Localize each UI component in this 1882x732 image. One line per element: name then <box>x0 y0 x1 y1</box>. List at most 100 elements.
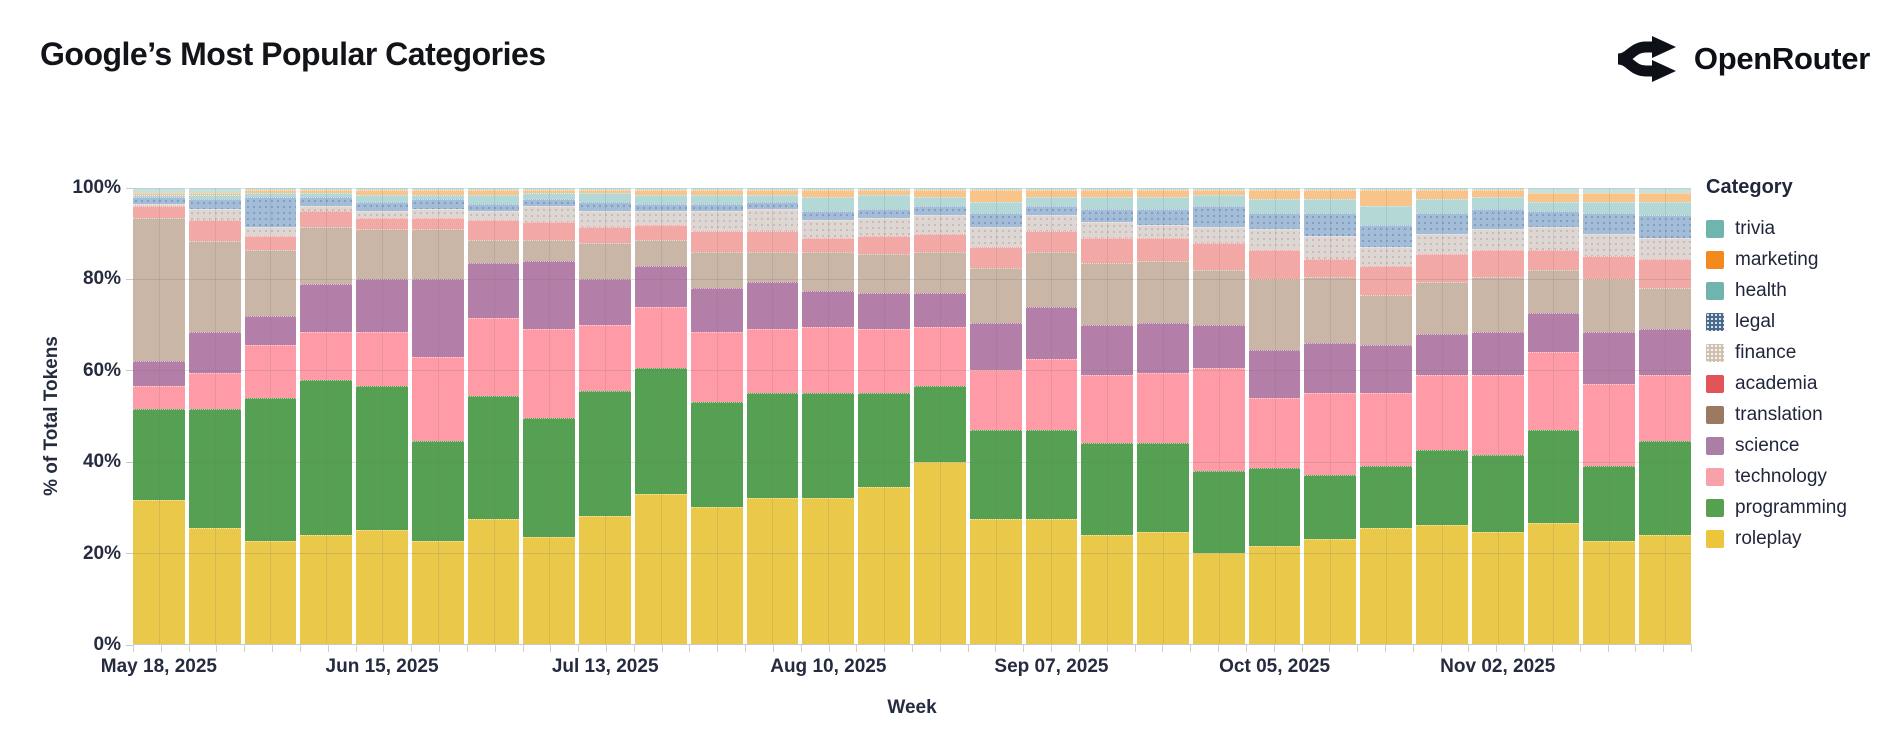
bar-segment-science[interactable] <box>1025 306 1078 360</box>
bar-segment-health[interactable] <box>411 194 464 200</box>
bar-segment-roleplay[interactable] <box>1192 552 1245 644</box>
bar-segment-health[interactable] <box>1583 201 1636 214</box>
bar-segment-trivia[interactable] <box>1471 188 1524 191</box>
bar-segment-technology[interactable] <box>1192 368 1245 471</box>
bar-segment-legal[interactable] <box>635 204 687 211</box>
bar-segment-science[interactable] <box>690 288 743 332</box>
bar-segment-marketing[interactable] <box>635 190 687 195</box>
bar-segment-legal[interactable] <box>1639 215 1691 239</box>
bar-segment-translation[interactable] <box>1192 270 1245 325</box>
bar-segment-finance[interactable] <box>579 210 632 227</box>
bar-segment-academia[interactable] <box>969 247 1022 268</box>
bar-segment-trivia[interactable] <box>1304 188 1357 191</box>
bar-segment-science[interactable] <box>746 281 799 330</box>
bar-segment-finance[interactable] <box>356 210 408 218</box>
bar-segment-trivia[interactable] <box>1025 188 1078 191</box>
bar-segment-finance[interactable] <box>1248 229 1301 250</box>
bar-segment-finance[interactable] <box>1360 247 1412 266</box>
bar-segment-science[interactable] <box>1304 343 1357 394</box>
bar-segment-technology[interactable] <box>467 317 520 396</box>
bar-segment-translation[interactable] <box>1415 281 1468 334</box>
bar-segment-marketing[interactable] <box>411 190 464 195</box>
bar-segment-health[interactable] <box>523 192 576 200</box>
bar-segment-health[interactable] <box>1415 199 1468 214</box>
bar-segment-translation[interactable] <box>523 240 576 261</box>
bar-segment-academia[interactable] <box>1360 265 1412 296</box>
bar-segment-finance[interactable] <box>1583 233 1636 257</box>
bar-segment-trivia[interactable] <box>1415 188 1468 191</box>
legend-item-science[interactable]: science <box>1706 430 1876 461</box>
bar-segment-roleplay[interactable] <box>133 500 185 644</box>
bar-segment-programming[interactable] <box>244 397 297 542</box>
bar-segment-trivia[interactable] <box>1137 188 1189 191</box>
bar-segment-roleplay[interactable] <box>913 461 966 644</box>
bar-segment-science[interactable] <box>1583 331 1636 385</box>
bar-segment-translation[interactable] <box>1081 263 1134 325</box>
bar-segment-technology[interactable] <box>802 327 855 394</box>
bar-segment-health[interactable] <box>913 197 966 207</box>
bar-segment-technology[interactable] <box>1137 372 1189 444</box>
bar-segment-legal[interactable] <box>579 201 632 211</box>
bar-segment-finance[interactable] <box>746 208 799 232</box>
bar-segment-translation[interactable] <box>300 226 353 284</box>
legend-item-finance[interactable]: finance <box>1706 337 1876 368</box>
bar-segment-trivia[interactable] <box>133 188 185 193</box>
bar-segment-technology[interactable] <box>635 306 687 369</box>
bar-segment-translation[interactable] <box>1025 251 1078 307</box>
bar-segment-science[interactable] <box>133 361 185 387</box>
bar-segment-health[interactable] <box>969 201 1022 214</box>
bar-segment-programming[interactable] <box>858 393 910 487</box>
bar-segment-technology[interactable] <box>1639 374 1691 442</box>
bar-segment-health[interactable] <box>1360 206 1412 225</box>
bar-segment-roleplay[interactable] <box>858 486 910 644</box>
bar-segment-finance[interactable] <box>969 226 1022 248</box>
bar-segment-programming[interactable] <box>1304 475 1357 540</box>
bar-segment-science[interactable] <box>244 315 297 346</box>
bar-segment-programming[interactable] <box>1360 466 1412 528</box>
bar-segment-health[interactable] <box>635 194 687 205</box>
bar-segment-finance[interactable] <box>858 217 910 236</box>
bar-segment-legal[interactable] <box>133 197 185 205</box>
bar-segment-roleplay[interactable] <box>244 541 297 644</box>
bar-segment-translation[interactable] <box>1137 261 1189 323</box>
legend-item-roleplay[interactable]: roleplay <box>1706 523 1876 554</box>
bar-segment-programming[interactable] <box>133 409 185 501</box>
bar-segment-technology[interactable] <box>579 324 632 391</box>
bar-segment-marketing[interactable] <box>969 190 1022 202</box>
bar-segment-roleplay[interactable] <box>1137 532 1189 644</box>
bar-segment-finance[interactable] <box>1192 226 1245 243</box>
bar-segment-programming[interactable] <box>802 393 855 499</box>
bar-segment-roleplay[interactable] <box>1025 518 1078 644</box>
bar-segment-programming[interactable] <box>913 386 966 462</box>
bar-segment-trivia[interactable] <box>411 188 464 191</box>
bar-segment-health[interactable] <box>1527 201 1580 211</box>
bar-segment-trivia[interactable] <box>1527 188 1580 193</box>
bar-segment-technology[interactable] <box>1583 384 1636 467</box>
bar-segment-technology[interactable] <box>969 370 1022 430</box>
bar-segment-finance[interactable] <box>1415 233 1468 255</box>
bar-segment-science[interactable] <box>969 322 1022 371</box>
bar-segment-roleplay[interactable] <box>1415 525 1468 644</box>
bar-segment-trivia[interactable] <box>300 188 353 191</box>
bar-segment-legal[interactable] <box>690 204 743 211</box>
bar-segment-science[interactable] <box>523 261 576 330</box>
bar-segment-legal[interactable] <box>746 201 799 209</box>
bar-segment-science[interactable] <box>1527 313 1580 353</box>
legend-item-health[interactable]: health <box>1706 275 1876 306</box>
bar-segment-science[interactable] <box>1360 345 1412 394</box>
bar-segment-science[interactable] <box>1248 349 1301 398</box>
bar-segment-academia[interactable] <box>300 210 353 227</box>
bar-segment-technology[interactable] <box>188 372 241 410</box>
bar-segment-technology[interactable] <box>1304 393 1357 476</box>
bar-segment-academia[interactable] <box>1304 258 1357 277</box>
bar-segment-technology[interactable] <box>1025 359 1078 430</box>
bar-segment-marketing[interactable] <box>913 190 966 198</box>
bar-segment-trivia[interactable] <box>467 188 520 191</box>
bar-segment-translation[interactable] <box>579 242 632 280</box>
bar-segment-academia[interactable] <box>1639 258 1691 289</box>
bar-segment-translation[interactable] <box>356 229 408 280</box>
bar-segment-health[interactable] <box>1304 199 1357 214</box>
bar-segment-finance[interactable] <box>913 215 966 234</box>
bar-segment-technology[interactable] <box>244 345 297 398</box>
bar-segment-technology[interactable] <box>411 356 464 442</box>
